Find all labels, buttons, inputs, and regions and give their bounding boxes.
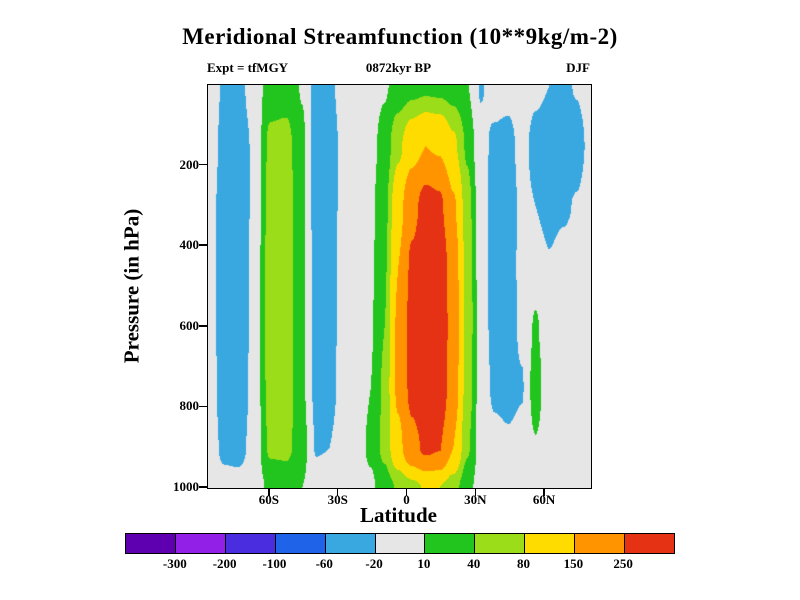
- x-tick-mark: [474, 488, 477, 496]
- colorbar-segment: [575, 534, 626, 553]
- colorbar-segment: [375, 534, 426, 553]
- colorbar-tick-label: -300: [162, 556, 187, 571]
- plot-area: [207, 84, 592, 489]
- y-tick-mark: [199, 325, 207, 327]
- contour-plot: [208, 85, 591, 488]
- colorbar-segment: [225, 534, 276, 553]
- colorbar-segment: [425, 534, 476, 553]
- x-tick-mark: [543, 488, 545, 496]
- colorbar-tick-label: 80: [517, 556, 531, 571]
- x-tick-mark: [336, 488, 339, 496]
- colorbar-tick-label: -60: [315, 556, 333, 571]
- x-tick-label: 30S: [327, 492, 348, 507]
- y-axis-title: Pressure (in hPa): [119, 208, 144, 364]
- season-label: DJF: [566, 60, 590, 75]
- colorbar-segment: [625, 534, 674, 553]
- colorbar-tick-label: -100: [262, 556, 287, 571]
- colorbar-segment: [175, 534, 226, 553]
- x-axis-title: Latitude: [359, 503, 437, 527]
- colorbar-tick-label: -20: [365, 556, 383, 571]
- y-tick-mark: [199, 486, 207, 488]
- colorbar-segment: [475, 534, 526, 553]
- x-tick-label: 0: [403, 492, 410, 507]
- y-tick-label: 1000: [173, 479, 199, 494]
- y-tick-label: 200: [179, 156, 200, 172]
- colorbar-segment: [325, 534, 376, 553]
- colorbar-tick-label: 10: [417, 556, 431, 571]
- colorbar-tick-label: 40: [467, 556, 481, 571]
- x-tick-label: 30N: [464, 492, 487, 507]
- colorbar-segment: [275, 534, 326, 553]
- colorbar-segment: [525, 534, 576, 553]
- y-tick-mark: [199, 163, 207, 166]
- x-tick-label: 60S: [258, 492, 280, 507]
- time-label: 0872kyr BP: [365, 60, 432, 75]
- y-tick-label: 400: [179, 237, 200, 253]
- colorbar-tick-label: -200: [212, 556, 237, 571]
- experiment-label: Expt = tfMGY: [207, 60, 289, 75]
- chart-title: Meridional Streamfunction (10**9kg/m-2): [182, 24, 618, 49]
- x-tick-mark: [405, 488, 408, 496]
- y-tick-mark: [199, 244, 207, 246]
- y-tick-label: 600: [179, 317, 200, 333]
- x-tick-label: 60N: [532, 492, 556, 507]
- colorbar-tick-label: 150: [563, 556, 584, 571]
- y-tick-mark: [199, 405, 207, 408]
- y-tick-label: 800: [179, 398, 200, 414]
- colorbar: [125, 533, 675, 554]
- colorbar-segment: [126, 534, 176, 553]
- colorbar-tick-label: 250: [613, 556, 633, 571]
- x-tick-mark: [268, 488, 270, 496]
